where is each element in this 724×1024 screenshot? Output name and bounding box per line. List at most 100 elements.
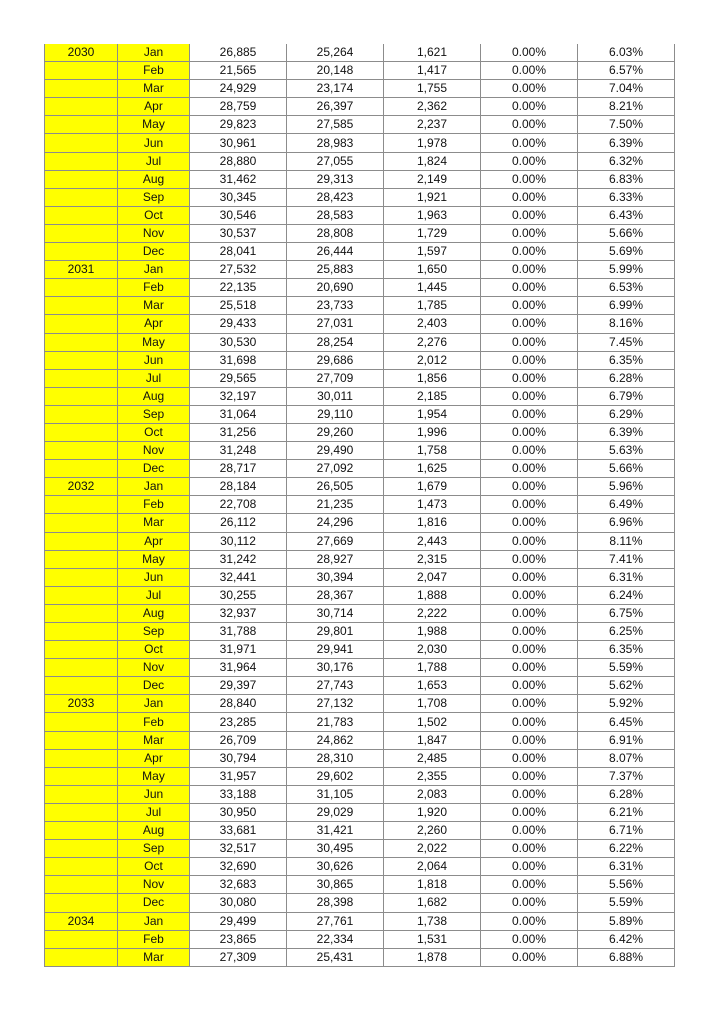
year-cell — [44, 893, 118, 913]
value-cell: 1,650 — [383, 260, 481, 280]
percent-cell: 0.00% — [480, 223, 578, 244]
month-cell: Apr — [117, 748, 190, 768]
value-cell: 1,954 — [383, 404, 481, 424]
value-cell: 1,978 — [383, 133, 481, 153]
value-cell: 27,709 — [286, 368, 384, 388]
table-row: Mar 25,518 23,733 1,785 0.00% 6.99% — [44, 296, 675, 316]
table-row: Jun 32,441 30,394 2,047 0.00% 6.31% — [44, 567, 675, 587]
percent-cell: 0.00% — [480, 748, 578, 768]
percent-cell: 0.00% — [480, 61, 578, 81]
value-cell: 29,313 — [286, 169, 384, 189]
value-cell: 1,621 — [383, 44, 481, 63]
value-cell: 31,421 — [286, 821, 384, 841]
table-row: Mar 24,929 23,174 1,755 0.00% 7.04% — [44, 79, 675, 99]
year-cell — [44, 748, 118, 768]
month-cell: Jun — [117, 784, 190, 804]
year-cell — [44, 422, 118, 443]
table-row: Aug 32,937 30,714 2,222 0.00% 6.75% — [44, 603, 675, 624]
percent-cell: 0.00% — [480, 422, 578, 443]
month-cell: May — [117, 766, 190, 786]
table-row: 2030 Jan 26,885 25,264 1,621 0.00% 6.03% — [44, 44, 675, 63]
value-cell: 29,397 — [189, 676, 287, 696]
percent-cell: 0.00% — [480, 821, 578, 841]
value-cell: 2,237 — [383, 115, 481, 135]
percent-cell: 0.00% — [480, 513, 578, 533]
percent-cell: 6.71% — [577, 821, 675, 841]
year-cell — [44, 730, 118, 750]
value-cell: 2,064 — [383, 857, 481, 877]
value-cell: 1,818 — [383, 875, 481, 895]
value-cell: 30,080 — [189, 893, 287, 913]
value-cell: 29,029 — [286, 802, 384, 823]
value-cell: 2,362 — [383, 97, 481, 117]
percent-cell: 0.00% — [480, 133, 578, 153]
month-cell: Nov — [117, 441, 190, 461]
percent-cell: 0.00% — [480, 712, 578, 732]
year-cell — [44, 712, 118, 732]
value-cell: 1,816 — [383, 513, 481, 533]
value-cell: 31,105 — [286, 784, 384, 804]
table-row: Jun 31,698 29,686 2,012 0.00% 6.35% — [44, 350, 675, 370]
value-cell: 31,462 — [189, 169, 287, 189]
year-cell — [44, 513, 118, 533]
value-cell: 2,276 — [383, 332, 481, 352]
value-cell: 2,260 — [383, 821, 481, 841]
year-cell — [44, 169, 118, 189]
value-cell: 29,801 — [286, 621, 384, 642]
table-row: 2031 Jan 27,532 25,883 1,650 0.00% 5.99% — [44, 260, 675, 280]
value-cell: 31,698 — [189, 350, 287, 370]
value-cell: 28,717 — [189, 459, 287, 479]
table-row: Oct 31,971 29,941 2,030 0.00% 6.35% — [44, 640, 675, 660]
value-cell: 1,445 — [383, 278, 481, 298]
value-cell: 30,961 — [189, 133, 287, 153]
table-row: Jun 30,961 28,983 1,978 0.00% 6.39% — [44, 133, 675, 153]
value-cell: 21,565 — [189, 61, 287, 81]
value-cell: 32,690 — [189, 857, 287, 877]
value-cell: 1,729 — [383, 223, 481, 244]
value-cell: 30,626 — [286, 857, 384, 877]
month-cell: Feb — [117, 278, 190, 298]
percent-cell: 0.00% — [480, 296, 578, 316]
percent-cell: 5.89% — [577, 911, 675, 931]
value-cell: 28,041 — [189, 242, 287, 262]
table-row: 2032 Jan 28,184 26,505 1,679 0.00% 5.96% — [44, 477, 675, 497]
table-row: Nov 32,683 30,865 1,818 0.00% 5.56% — [44, 875, 675, 895]
value-cell: 1,785 — [383, 296, 481, 316]
percent-cell: 6.79% — [577, 386, 675, 406]
percent-cell: 0.00% — [480, 857, 578, 877]
value-cell: 28,808 — [286, 223, 384, 244]
value-cell: 1,708 — [383, 694, 481, 714]
percent-cell: 7.45% — [577, 332, 675, 352]
table-row: Nov 31,248 29,490 1,758 0.00% 5.63% — [44, 441, 675, 461]
percent-cell: 6.43% — [577, 205, 675, 225]
month-cell: Mar — [117, 513, 190, 533]
value-cell: 27,132 — [286, 694, 384, 714]
value-cell: 1,597 — [383, 242, 481, 262]
value-cell: 26,444 — [286, 242, 384, 262]
table-row: Nov 30,537 28,808 1,729 0.00% 5.66% — [44, 223, 675, 244]
year-cell — [44, 115, 118, 135]
month-cell: Dec — [117, 459, 190, 479]
value-cell: 1,788 — [383, 658, 481, 678]
value-cell: 27,092 — [286, 459, 384, 479]
value-cell: 30,255 — [189, 585, 287, 605]
value-cell: 22,135 — [189, 278, 287, 298]
percent-cell: 8.07% — [577, 748, 675, 768]
table-row: Feb 22,135 20,690 1,445 0.00% 6.53% — [44, 278, 675, 298]
percent-cell: 6.28% — [577, 368, 675, 388]
value-cell: 1,473 — [383, 495, 481, 515]
value-cell: 29,602 — [286, 766, 384, 786]
month-cell: Dec — [117, 676, 190, 696]
table-row: Dec 30,080 28,398 1,682 0.00% 5.59% — [44, 893, 675, 913]
table-row: Mar 26,709 24,862 1,847 0.00% 6.91% — [44, 730, 675, 750]
year-cell — [44, 549, 118, 569]
value-cell: 29,823 — [189, 115, 287, 135]
table-row: Sep 30,345 28,423 1,921 0.00% 6.33% — [44, 187, 675, 207]
percent-cell: 0.00% — [480, 368, 578, 388]
value-cell: 2,030 — [383, 640, 481, 660]
year-cell — [44, 205, 118, 225]
value-cell: 2,315 — [383, 549, 481, 569]
value-cell: 1,679 — [383, 477, 481, 497]
value-cell: 30,011 — [286, 386, 384, 406]
table-row: Mar 26,112 24,296 1,816 0.00% 6.96% — [44, 513, 675, 533]
